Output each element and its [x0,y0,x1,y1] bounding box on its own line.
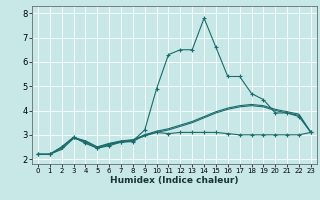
X-axis label: Humidex (Indice chaleur): Humidex (Indice chaleur) [110,176,239,185]
